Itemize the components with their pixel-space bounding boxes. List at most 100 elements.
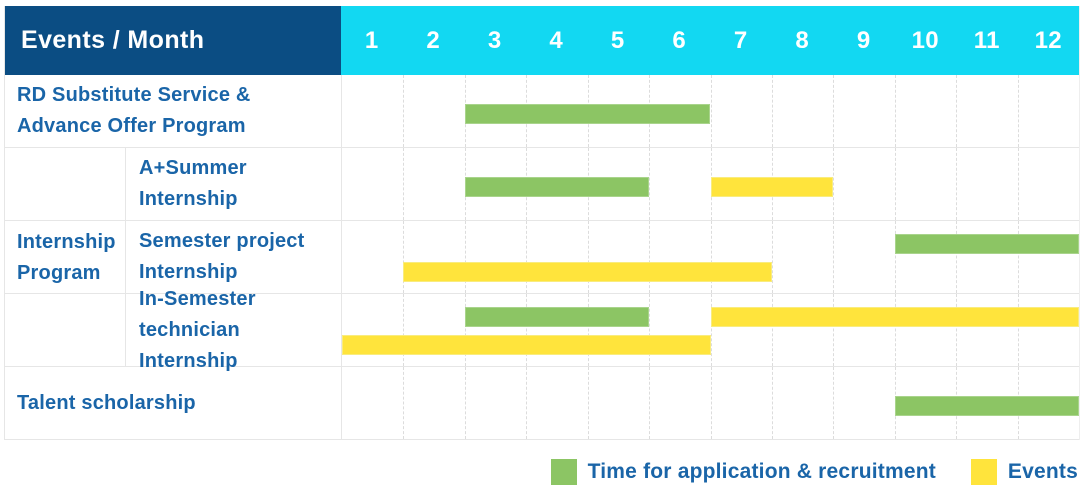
row-label: A+Summer Internship [126, 148, 341, 220]
month-gridline [894, 221, 896, 293]
month-gridline [771, 221, 773, 293]
row-label: Talent scholarship [5, 367, 341, 439]
table-row: Talent scholarship [5, 367, 1079, 440]
legend-item-application: Time for application & recruitment [550, 459, 936, 485]
month-gridline [403, 75, 405, 147]
month-gridline [833, 148, 835, 220]
row-label-line: Semester project [139, 230, 305, 252]
month-gridline [526, 367, 528, 439]
month-gridline [894, 75, 896, 147]
row-label-line: Talent scholarship [17, 391, 196, 414]
month-gridline [464, 294, 466, 366]
gantt-bar-application [464, 104, 711, 124]
month-gridline [403, 148, 405, 220]
month-gridline [833, 367, 835, 439]
gantt-bar-event [710, 307, 1079, 327]
month-gridline [1017, 75, 1019, 147]
row-label-line: Advance Offer Program [17, 115, 246, 137]
row-label-line: A+Summer [139, 157, 247, 179]
row-label: In-Semester technician Internship [126, 288, 341, 372]
month-header-cell: 3 [487, 26, 502, 54]
corner-header-cell: Events / Month [5, 6, 341, 75]
gantt-bar-application [464, 177, 650, 197]
gantt-bar-application [894, 234, 1079, 254]
row-label-line: technician Internship [139, 318, 240, 372]
month-gridline [1017, 148, 1019, 220]
month-gridline [894, 148, 896, 220]
row-label-line: Internship [139, 188, 238, 210]
month-header-cell: 7 [733, 26, 748, 54]
row-label: Semester project Internship [126, 221, 341, 293]
month-gridline [833, 75, 835, 147]
month-gridline [403, 367, 405, 439]
row-chart-area [341, 75, 1079, 147]
row-chart-area [341, 367, 1079, 439]
month-header-cell: 5 [610, 26, 625, 54]
table-row: A+Summer Internship [5, 148, 1079, 221]
group-column-spacer [5, 294, 126, 366]
legend-label-application: Time for application & recruitment [587, 460, 936, 483]
month-header-cell: 2 [426, 26, 441, 54]
month-gridline [956, 221, 958, 293]
gantt-bar-event [342, 335, 711, 355]
table-row: In-Semester technician Internship [5, 288, 1079, 372]
month-header-cell: 4 [549, 26, 564, 54]
group-column-spacer [5, 221, 126, 293]
row-label: RD Substitute Service & Advance Offer Pro… [5, 75, 341, 147]
month-header-cell: 8 [795, 26, 810, 54]
table-row: RD Substitute Service & Advance Offer Pro… [5, 75, 1079, 148]
month-gridline [649, 294, 651, 366]
month-header-cell: 10 [911, 26, 939, 54]
month-gridline [771, 75, 773, 147]
month-gridline [894, 294, 896, 366]
month-gridline [587, 367, 589, 439]
gantt-bar-application [894, 396, 1079, 416]
gantt-table: Events / Month 1 2 3 4 5 6 7 8 9 10 11 12 RD Substi… [4, 6, 1080, 440]
month-gridline [956, 148, 958, 220]
month-gridline [526, 221, 528, 293]
month-gridline [587, 221, 589, 293]
month-header-cell: 11 [973, 26, 1000, 54]
row-label-line: In-Semester [139, 287, 256, 310]
legend-swatch-application-icon [550, 459, 577, 485]
month-gridline [956, 294, 958, 366]
legend-swatch-event-icon [970, 459, 997, 485]
table-row: Semester project Internship [5, 221, 1079, 294]
month-gridline [833, 294, 835, 366]
gantt-bar-event [710, 177, 834, 197]
month-header-cell: 9 [856, 26, 871, 54]
table-body: RD Substitute Service & Advance Offer Pro… [5, 75, 1079, 440]
month-header-cell: 6 [672, 26, 687, 54]
month-header: 1 2 3 4 5 6 7 8 9 10 11 12 [341, 6, 1079, 75]
month-gridline [649, 367, 651, 439]
month-gridline [771, 294, 773, 366]
month-gridline [464, 221, 466, 293]
month-gridline [649, 221, 651, 293]
table-header-row: Events / Month 1 2 3 4 5 6 7 8 9 10 11 12 [5, 6, 1079, 75]
month-gridline [710, 75, 712, 147]
month-gridline [771, 367, 773, 439]
month-gridline [956, 75, 958, 147]
month-gridline [649, 148, 651, 220]
month-gridline [710, 221, 712, 293]
legend-label-event: Events [1007, 460, 1078, 483]
month-header-cell: 12 [1034, 26, 1062, 54]
month-gridline [587, 294, 589, 366]
gantt-bar-event [403, 262, 772, 282]
row-chart-area [341, 294, 1079, 366]
month-gridline [1017, 294, 1019, 366]
month-header-cell: 1 [364, 26, 379, 54]
row-chart-area [341, 148, 1079, 220]
month-gridline [464, 367, 466, 439]
month-gridline [710, 294, 712, 366]
month-gridline [833, 221, 835, 293]
month-gridline [710, 367, 712, 439]
row-chart-area [341, 221, 1079, 293]
legend-item-event: Events [970, 459, 1078, 485]
gantt-bar-application [464, 307, 650, 327]
group-column-spacer [5, 148, 126, 220]
month-gridline [403, 294, 405, 366]
row-label-line: RD Substitute Service & [17, 84, 251, 106]
month-gridline [1017, 221, 1019, 293]
